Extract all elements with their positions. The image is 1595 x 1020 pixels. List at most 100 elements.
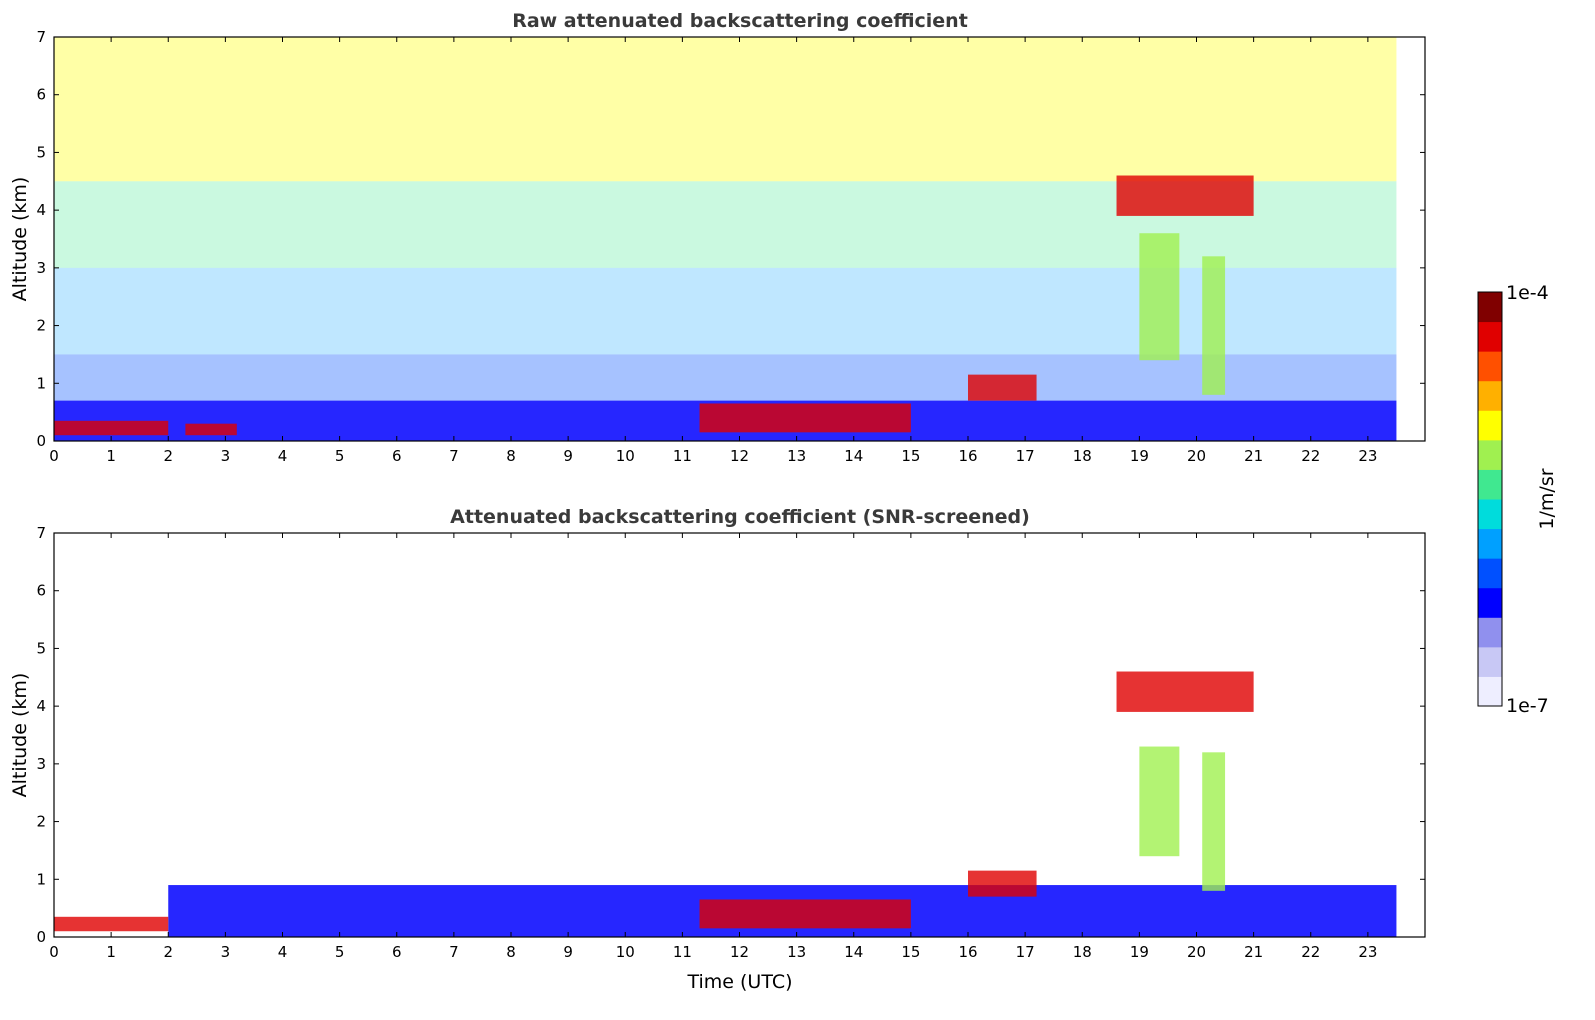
heatmap-cell-virga xyxy=(1139,233,1180,361)
colorbar-max-label: 1e-4 xyxy=(1506,282,1549,304)
x-tick-label: 1 xyxy=(106,447,116,465)
colorbar-segment xyxy=(1478,410,1502,441)
colorbar xyxy=(1478,292,1502,707)
x-tick-label: 7 xyxy=(449,943,459,961)
x-tick-label: 15 xyxy=(901,943,920,961)
x-tick-label: 3 xyxy=(221,943,231,961)
x-tick-label: 16 xyxy=(958,447,977,465)
x-tick-label: 0 xyxy=(49,447,59,465)
top-y-axis-label: Altitude (km) xyxy=(9,177,31,302)
colorbar-segment xyxy=(1478,321,1502,352)
colorbar-segment xyxy=(1478,558,1502,589)
y-tick-label: 7 xyxy=(36,28,46,46)
x-tick-label: 14 xyxy=(844,447,863,465)
x-tick-label: 23 xyxy=(1358,447,1377,465)
y-tick-label: 1 xyxy=(36,374,46,392)
x-tick-label: 10 xyxy=(616,447,635,465)
x-tick-label: 8 xyxy=(506,943,516,961)
y-tick-label: 4 xyxy=(36,697,46,715)
top-y-axis: 0 1 2 3 4 5 6 7 xyxy=(36,28,1425,450)
x-tick-label: 2 xyxy=(163,943,173,961)
x-tick-label: 20 xyxy=(1187,943,1206,961)
colorbar-segment xyxy=(1478,351,1502,382)
y-tick-label: 3 xyxy=(36,755,46,773)
colorbar-segment xyxy=(1478,617,1502,648)
heatmap-cell-cirrus-layer xyxy=(1116,671,1254,712)
colorbar-segment xyxy=(1478,380,1502,411)
x-tick-label: 18 xyxy=(1073,943,1092,961)
y-tick-label: 2 xyxy=(36,317,46,335)
colorbar-segment xyxy=(1478,439,1502,470)
heatmap-cell-low-cloud xyxy=(185,423,237,436)
y-tick-label: 6 xyxy=(36,86,46,104)
colorbar-segment xyxy=(1478,528,1502,559)
x-tick-label: 16 xyxy=(958,943,977,961)
y-tick-label: 3 xyxy=(36,259,46,277)
x-tick-label: 6 xyxy=(392,943,402,961)
x-axis-label: Time (UTC) xyxy=(686,971,792,993)
y-tick-label: 5 xyxy=(36,639,46,657)
x-tick-label: 7 xyxy=(449,447,459,465)
colorbar-segment xyxy=(1478,499,1502,530)
y-tick-label: 4 xyxy=(36,201,46,219)
colorbar-frame xyxy=(1477,291,1503,707)
x-tick-label: 21 xyxy=(1244,943,1263,961)
colorbar-segment xyxy=(1478,587,1502,618)
noise-band xyxy=(54,37,1397,182)
x-tick-label: 10 xyxy=(616,943,635,961)
colorbar-segment xyxy=(1478,646,1502,677)
x-tick-label: 22 xyxy=(1301,447,1320,465)
colorbar-segment xyxy=(1478,469,1502,500)
x-tick-label: 19 xyxy=(1130,447,1149,465)
colorbar-min-label: 1e-7 xyxy=(1506,695,1549,717)
x-tick-label: 13 xyxy=(787,943,806,961)
x-tick-label: 19 xyxy=(1130,943,1149,961)
x-tick-label: 11 xyxy=(673,943,692,961)
x-tick-label: 5 xyxy=(335,447,345,465)
heatmap-cell-virga xyxy=(1202,256,1226,395)
y-tick-label: 0 xyxy=(36,432,46,450)
heatmap-cell-elevated-cloud xyxy=(699,899,911,929)
y-tick-label: 2 xyxy=(36,813,46,831)
x-tick-label: 1 xyxy=(106,943,116,961)
colorbar-unit-label: 1/m/sr xyxy=(1536,468,1558,529)
x-tick-label: 20 xyxy=(1187,447,1206,465)
x-tick-label: 11 xyxy=(673,447,692,465)
heatmap-cell-cirrus-layer xyxy=(1116,175,1254,216)
x-tick-label: 12 xyxy=(730,447,749,465)
bottom-x-axis: 0 1 2 3 4 5 6 7 8 9 10 11 12 13 14 15 16 17 18 19 20 21 22 23 xyxy=(49,533,1377,961)
noise-band xyxy=(54,267,1397,355)
y-tick-label: 5 xyxy=(36,143,46,161)
x-tick-label: 22 xyxy=(1301,943,1320,961)
top-x-axis: 0 1 2 3 4 5 6 7 8 9 10 11 12 13 14 15 16 17 18 19 20 21 22 23 xyxy=(49,37,1377,465)
y-tick-label: 6 xyxy=(36,582,46,600)
x-tick-label: 17 xyxy=(1016,447,1035,465)
x-tick-label: 14 xyxy=(844,943,863,961)
x-tick-label: 17 xyxy=(1016,943,1035,961)
x-tick-label: 5 xyxy=(335,943,345,961)
x-tick-label: 8 xyxy=(506,447,516,465)
heatmap-cell-low-cloud xyxy=(54,916,169,932)
bottom-y-axis: 0 1 2 3 4 5 6 7 xyxy=(36,524,1425,946)
x-tick-label: 6 xyxy=(392,447,402,465)
y-tick-label: 7 xyxy=(36,524,46,542)
heatmap-cell-elevated-cloud xyxy=(699,403,911,433)
x-tick-label: 9 xyxy=(563,943,573,961)
x-tick-label: 4 xyxy=(278,943,288,961)
heatmap-cell-elevated-cloud xyxy=(968,870,1037,897)
x-tick-label: 9 xyxy=(563,447,573,465)
x-tick-label: 23 xyxy=(1358,943,1377,961)
top-chart-title: Raw attenuated backscattering coefficien… xyxy=(512,10,968,32)
x-tick-label: 18 xyxy=(1073,447,1092,465)
snr-screened-heatmap-panel xyxy=(54,671,1397,937)
y-tick-label: 1 xyxy=(36,870,46,888)
x-tick-label: 13 xyxy=(787,447,806,465)
x-tick-label: 2 xyxy=(163,447,173,465)
x-tick-label: 4 xyxy=(278,447,288,465)
x-tick-label: 15 xyxy=(901,447,920,465)
x-tick-label: 0 xyxy=(49,943,59,961)
noise-band xyxy=(54,354,1397,401)
colorbar-segment xyxy=(1478,676,1502,707)
colorbar-segment xyxy=(1478,292,1502,323)
